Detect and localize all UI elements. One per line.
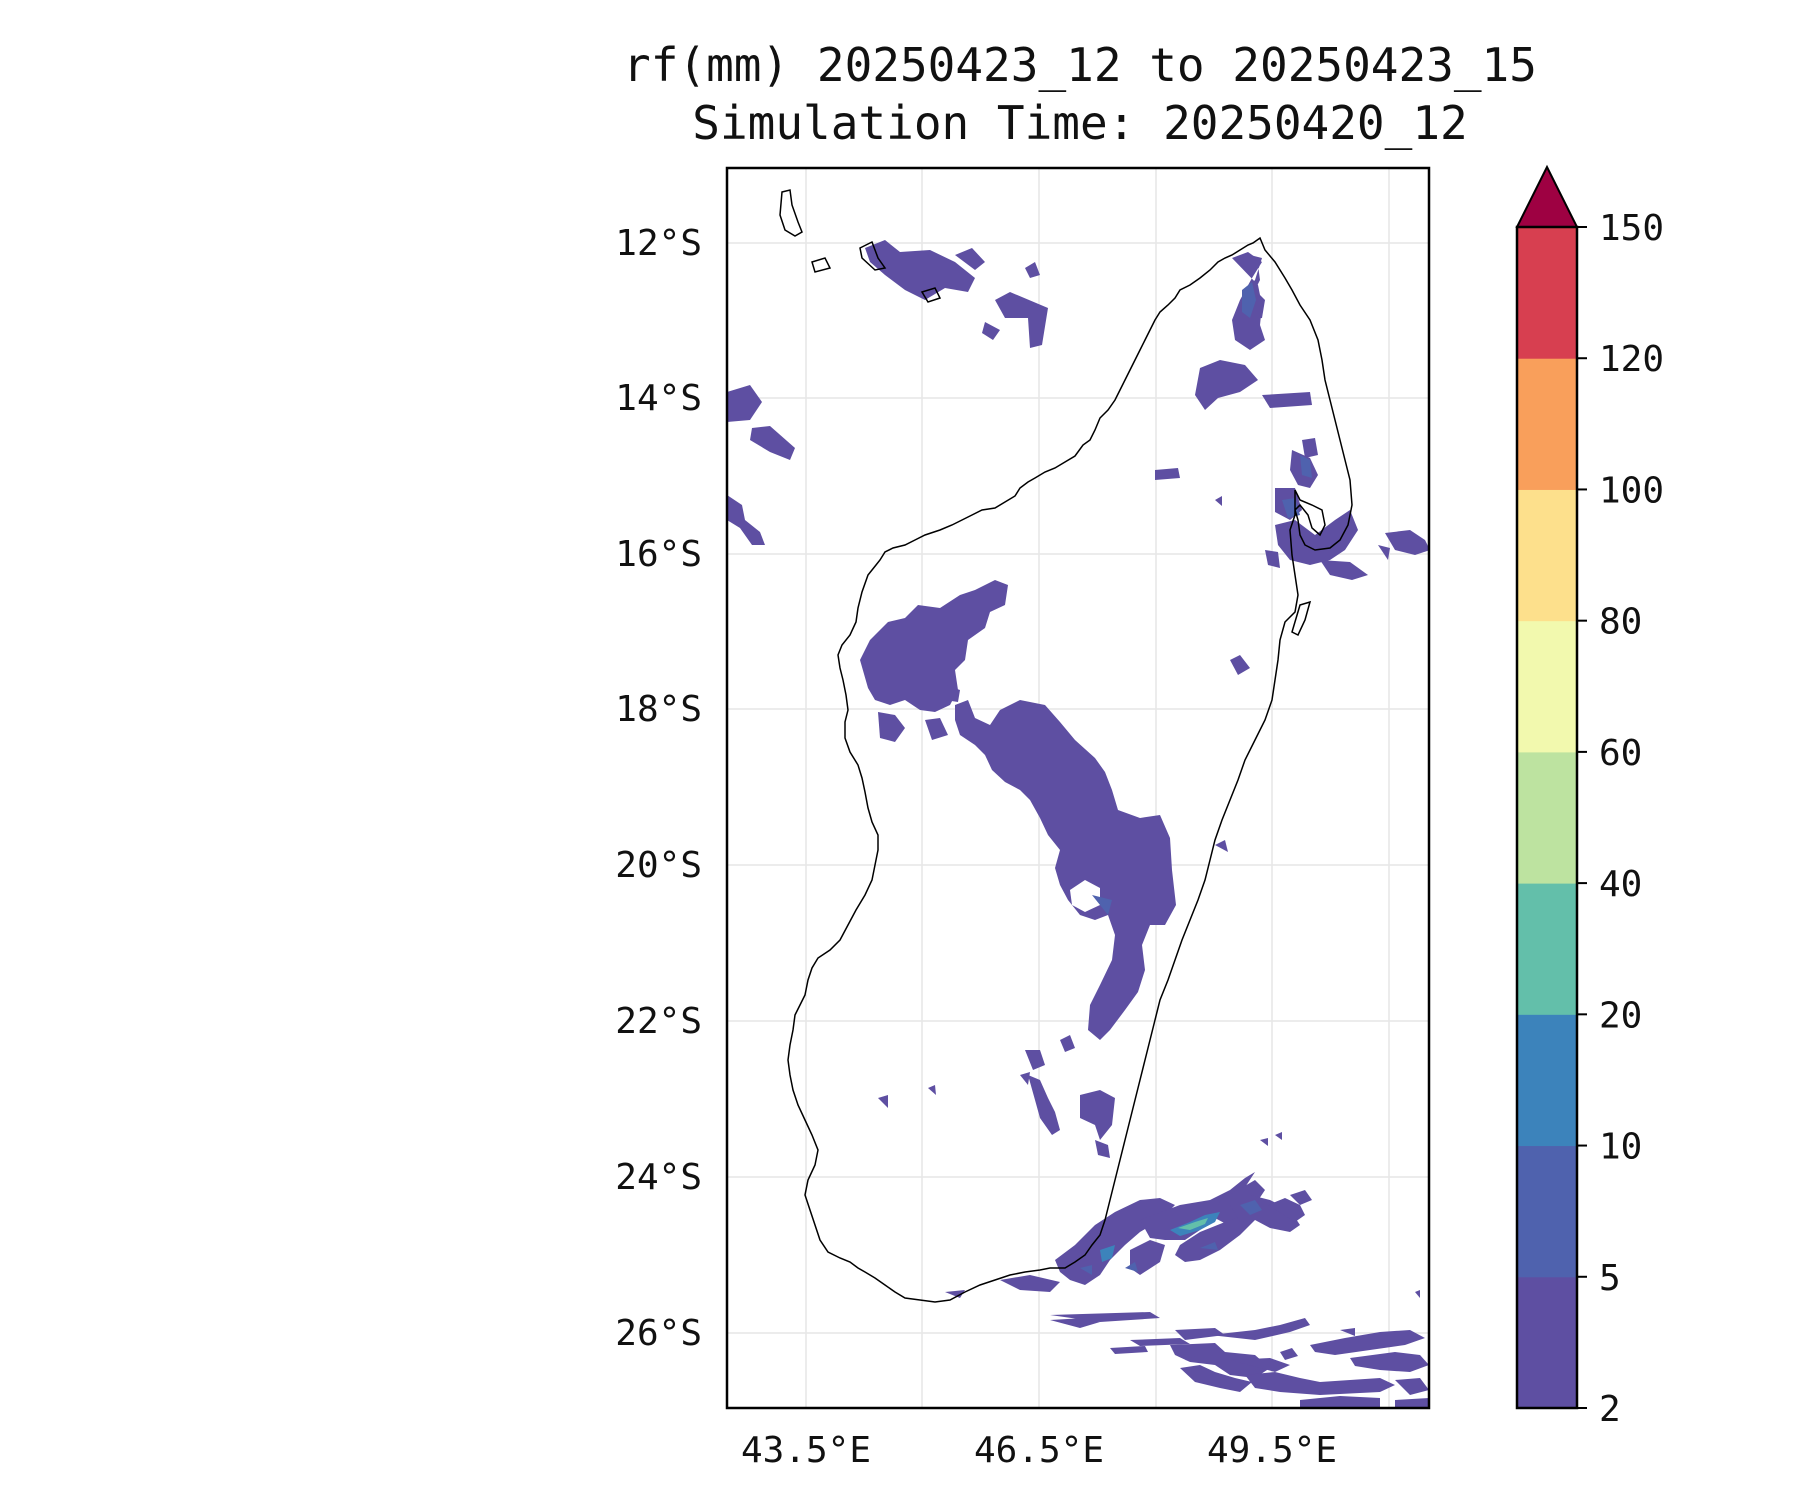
- colorbar-label: 20: [1599, 995, 1642, 1036]
- colorbar-label: 2: [1599, 1389, 1621, 1430]
- colorbar-extend-arrow: [1515, 164, 1579, 228]
- colorbar-frame: [1515, 225, 1579, 1410]
- map-title-line-2: Simulation Time: 20250420_12: [692, 96, 1468, 150]
- colorbar-band: [1517, 1276, 1577, 1409]
- rain-southwest-scattered: [878, 840, 1282, 1158]
- colorbar-label: 80: [1599, 602, 1642, 643]
- lon-label: 43.5°E: [741, 1430, 871, 1471]
- colorbar-label: 100: [1599, 470, 1664, 511]
- colorbar-band: [1517, 620, 1577, 753]
- lon-label: 46.5°E: [974, 1430, 1104, 1471]
- rain-southeast-intense: [1080, 1200, 1262, 1275]
- colorbar-label: 120: [1599, 339, 1664, 380]
- rain-west-coast: [860, 580, 1008, 742]
- colorbar-label: 150: [1599, 208, 1664, 249]
- lat-label: 20°S: [615, 845, 702, 886]
- map-title-line-1: rf(mm) 20250423_12 to 20250423_15: [623, 38, 1537, 92]
- colorbar-band: [1517, 751, 1577, 884]
- nosy-boraha-island: [1291, 600, 1312, 637]
- comoros-islands: [779, 189, 942, 303]
- colorbar-band: [1517, 1014, 1577, 1147]
- colorbar-label: 60: [1599, 733, 1642, 774]
- lon-label: 49.5°E: [1207, 1430, 1337, 1471]
- rain-central-highlands: [955, 700, 1176, 1085]
- colorbar-band: [1517, 1145, 1577, 1278]
- lat-label: 18°S: [615, 689, 702, 730]
- latitude-axis: 12°S 14°S 16°S 18°S 20°S 22°S 24°S 26°S: [615, 223, 702, 1354]
- longitude-axis: 43.5°E 46.5°E 49.5°E: [741, 1430, 1337, 1471]
- lat-label: 24°S: [615, 1157, 702, 1198]
- lat-label: 12°S: [615, 223, 702, 264]
- colorbar: 2 5 10 20 40 60 80 100 120 150: [1515, 164, 1664, 1430]
- colorbar-label: 10: [1599, 1127, 1642, 1168]
- colorbar-band: [1517, 489, 1577, 622]
- colorbar-label: 5: [1599, 1258, 1621, 1299]
- colorbar-band: [1517, 227, 1577, 359]
- lat-label: 14°S: [615, 378, 702, 419]
- madagascar-coastline: [787, 236, 1353, 1303]
- lat-label: 16°S: [615, 534, 702, 575]
- lat-label: 22°S: [615, 1001, 702, 1042]
- rain-southeast-sea: [945, 1172, 1429, 1408]
- colorbar-label: 40: [1599, 864, 1642, 905]
- rain-northwest-sea: [727, 240, 1048, 545]
- colorbar-band: [1517, 358, 1577, 490]
- map-frame: [725, 166, 1431, 1410]
- lat-label: 26°S: [615, 1313, 702, 1354]
- colorbar-band: [1517, 883, 1577, 1015]
